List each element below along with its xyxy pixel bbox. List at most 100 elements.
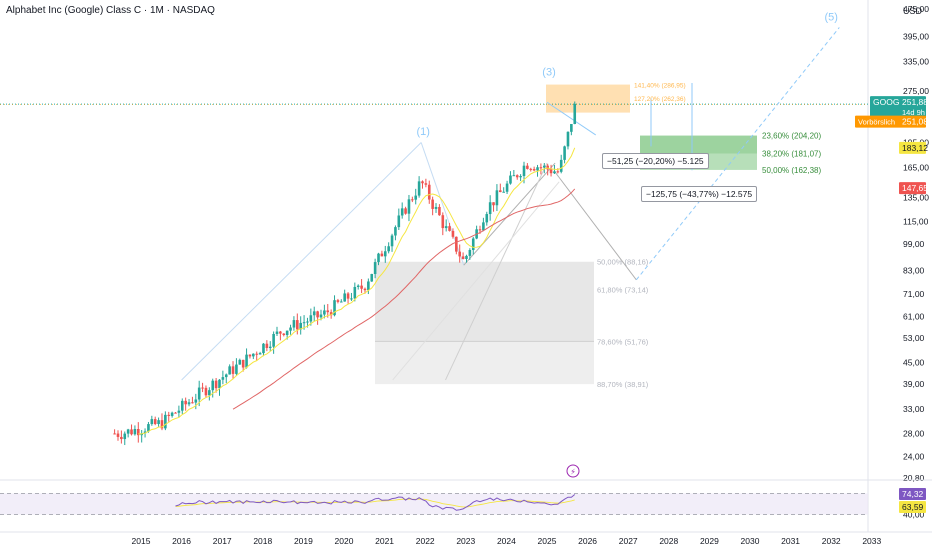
price-tick: 71,00 xyxy=(903,289,925,299)
time-tick: 2030 xyxy=(741,536,760,546)
extension-zone xyxy=(546,84,630,113)
candle-body xyxy=(485,214,489,223)
rsi-ma-value-tag: 63,59 xyxy=(902,502,924,512)
candle-body xyxy=(329,312,333,316)
candle-body xyxy=(113,433,116,435)
premarket-tag-bg xyxy=(855,115,926,128)
ma-slow-tag: 147,65 xyxy=(902,183,928,193)
premarket-price: 251,08 xyxy=(902,117,928,127)
time-tick: 2029 xyxy=(700,536,719,546)
candle-body xyxy=(448,226,451,231)
candle-body xyxy=(400,208,404,216)
candle-body xyxy=(238,359,242,365)
candle-body xyxy=(471,238,475,251)
candle-body xyxy=(509,175,512,184)
candle-body xyxy=(248,354,252,357)
candle-body xyxy=(150,419,154,425)
candle-body xyxy=(312,311,316,316)
rsi-line xyxy=(175,494,576,511)
candle-body xyxy=(427,184,431,200)
candle-body xyxy=(323,310,326,315)
candle-body xyxy=(143,431,147,434)
candle-body xyxy=(275,331,279,334)
candle-body xyxy=(414,195,418,200)
candle-body xyxy=(404,208,407,214)
candle-body xyxy=(120,436,123,440)
price-tick: 28,00 xyxy=(903,428,925,438)
goog-countdown: 14d 9h xyxy=(902,108,925,117)
rsi-band xyxy=(0,493,868,515)
candle-body xyxy=(346,293,350,299)
candle-body xyxy=(397,215,401,228)
currency-label[interactable]: USD xyxy=(902,6,922,16)
ma-fast-tag: 183,12 xyxy=(902,143,928,153)
candle-body xyxy=(197,387,201,400)
candle-body xyxy=(268,346,272,349)
candle-body xyxy=(170,412,174,416)
price-tick: 165,00 xyxy=(903,163,929,173)
candle-body xyxy=(180,400,184,411)
time-tick: 2019 xyxy=(294,536,313,546)
candle-body xyxy=(536,167,539,171)
candle-body xyxy=(421,181,424,184)
candle-body xyxy=(136,429,140,436)
price-tick: 135,00 xyxy=(903,193,929,203)
candle-body xyxy=(482,222,485,231)
wave-label-1: (1) xyxy=(416,126,429,138)
candle-body xyxy=(353,286,357,299)
fib-label-target-4: 50,00% (162,38) xyxy=(762,166,821,175)
candle-body xyxy=(526,165,529,169)
candle-body xyxy=(499,190,502,193)
candle-body xyxy=(241,359,245,368)
price-tick: 61,00 xyxy=(903,312,925,322)
price-tick: 115,00 xyxy=(903,217,929,227)
price-tick: 33,00 xyxy=(903,404,925,414)
measure-box-long[interactable]: −125,75 (−43,77%) −12.575 xyxy=(641,186,758,202)
price-tick: 335,00 xyxy=(903,56,929,66)
candle-body xyxy=(336,300,340,302)
ma-slow-tag-bg xyxy=(899,182,926,195)
price-tick: 83,00 xyxy=(903,266,925,276)
candle-body xyxy=(204,387,208,396)
candle-body xyxy=(214,380,218,389)
fib-label-retrace-2: 78,60% (51,76) xyxy=(597,337,649,346)
trend-line-3 xyxy=(463,162,556,266)
candle-body xyxy=(245,354,248,368)
candle-body xyxy=(326,310,330,313)
rsi-tag-bg xyxy=(899,488,926,500)
rsi-tick-40: 40,00 xyxy=(903,510,925,520)
price-tick: 45,00 xyxy=(903,357,925,367)
candle-body xyxy=(411,199,414,201)
time-tick: 2016 xyxy=(172,536,191,546)
candle-body xyxy=(285,330,289,336)
candle-body xyxy=(279,331,282,334)
event-bolt-icon: ⚡ xyxy=(570,468,576,477)
target-zone-top xyxy=(640,135,757,154)
candle-body xyxy=(228,366,231,375)
candle-body xyxy=(147,424,150,432)
candle-body xyxy=(519,176,522,178)
price-tick: 475,00 xyxy=(903,4,929,14)
candle-body xyxy=(465,255,468,259)
fib-label-target-2: 23,60% (204,20) xyxy=(762,132,821,141)
candle-body xyxy=(333,300,336,316)
fib-zone-lower-gray xyxy=(375,341,594,385)
measure-box-short[interactable]: −51,25 (−20,20%) −5.125 xyxy=(602,153,709,169)
candle-body xyxy=(515,175,519,178)
candle-body xyxy=(116,433,120,437)
candle-body xyxy=(174,412,177,414)
candle-body xyxy=(492,202,495,206)
candle-body xyxy=(306,321,309,323)
candle-body xyxy=(184,400,187,405)
time-tick: 2026 xyxy=(578,536,597,546)
time-tick: 2025 xyxy=(538,536,557,546)
candle-body xyxy=(553,171,556,174)
price-tick: 53,00 xyxy=(903,333,925,343)
candle-body xyxy=(292,320,296,328)
candle-body xyxy=(153,419,157,425)
time-tick: 2028 xyxy=(659,536,678,546)
fib-zone-upper-gray xyxy=(375,261,594,342)
candle-body xyxy=(356,285,360,287)
candle-body xyxy=(532,169,536,171)
